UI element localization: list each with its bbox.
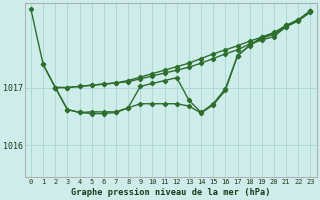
X-axis label: Graphe pression niveau de la mer (hPa): Graphe pression niveau de la mer (hPa) (71, 188, 270, 197)
